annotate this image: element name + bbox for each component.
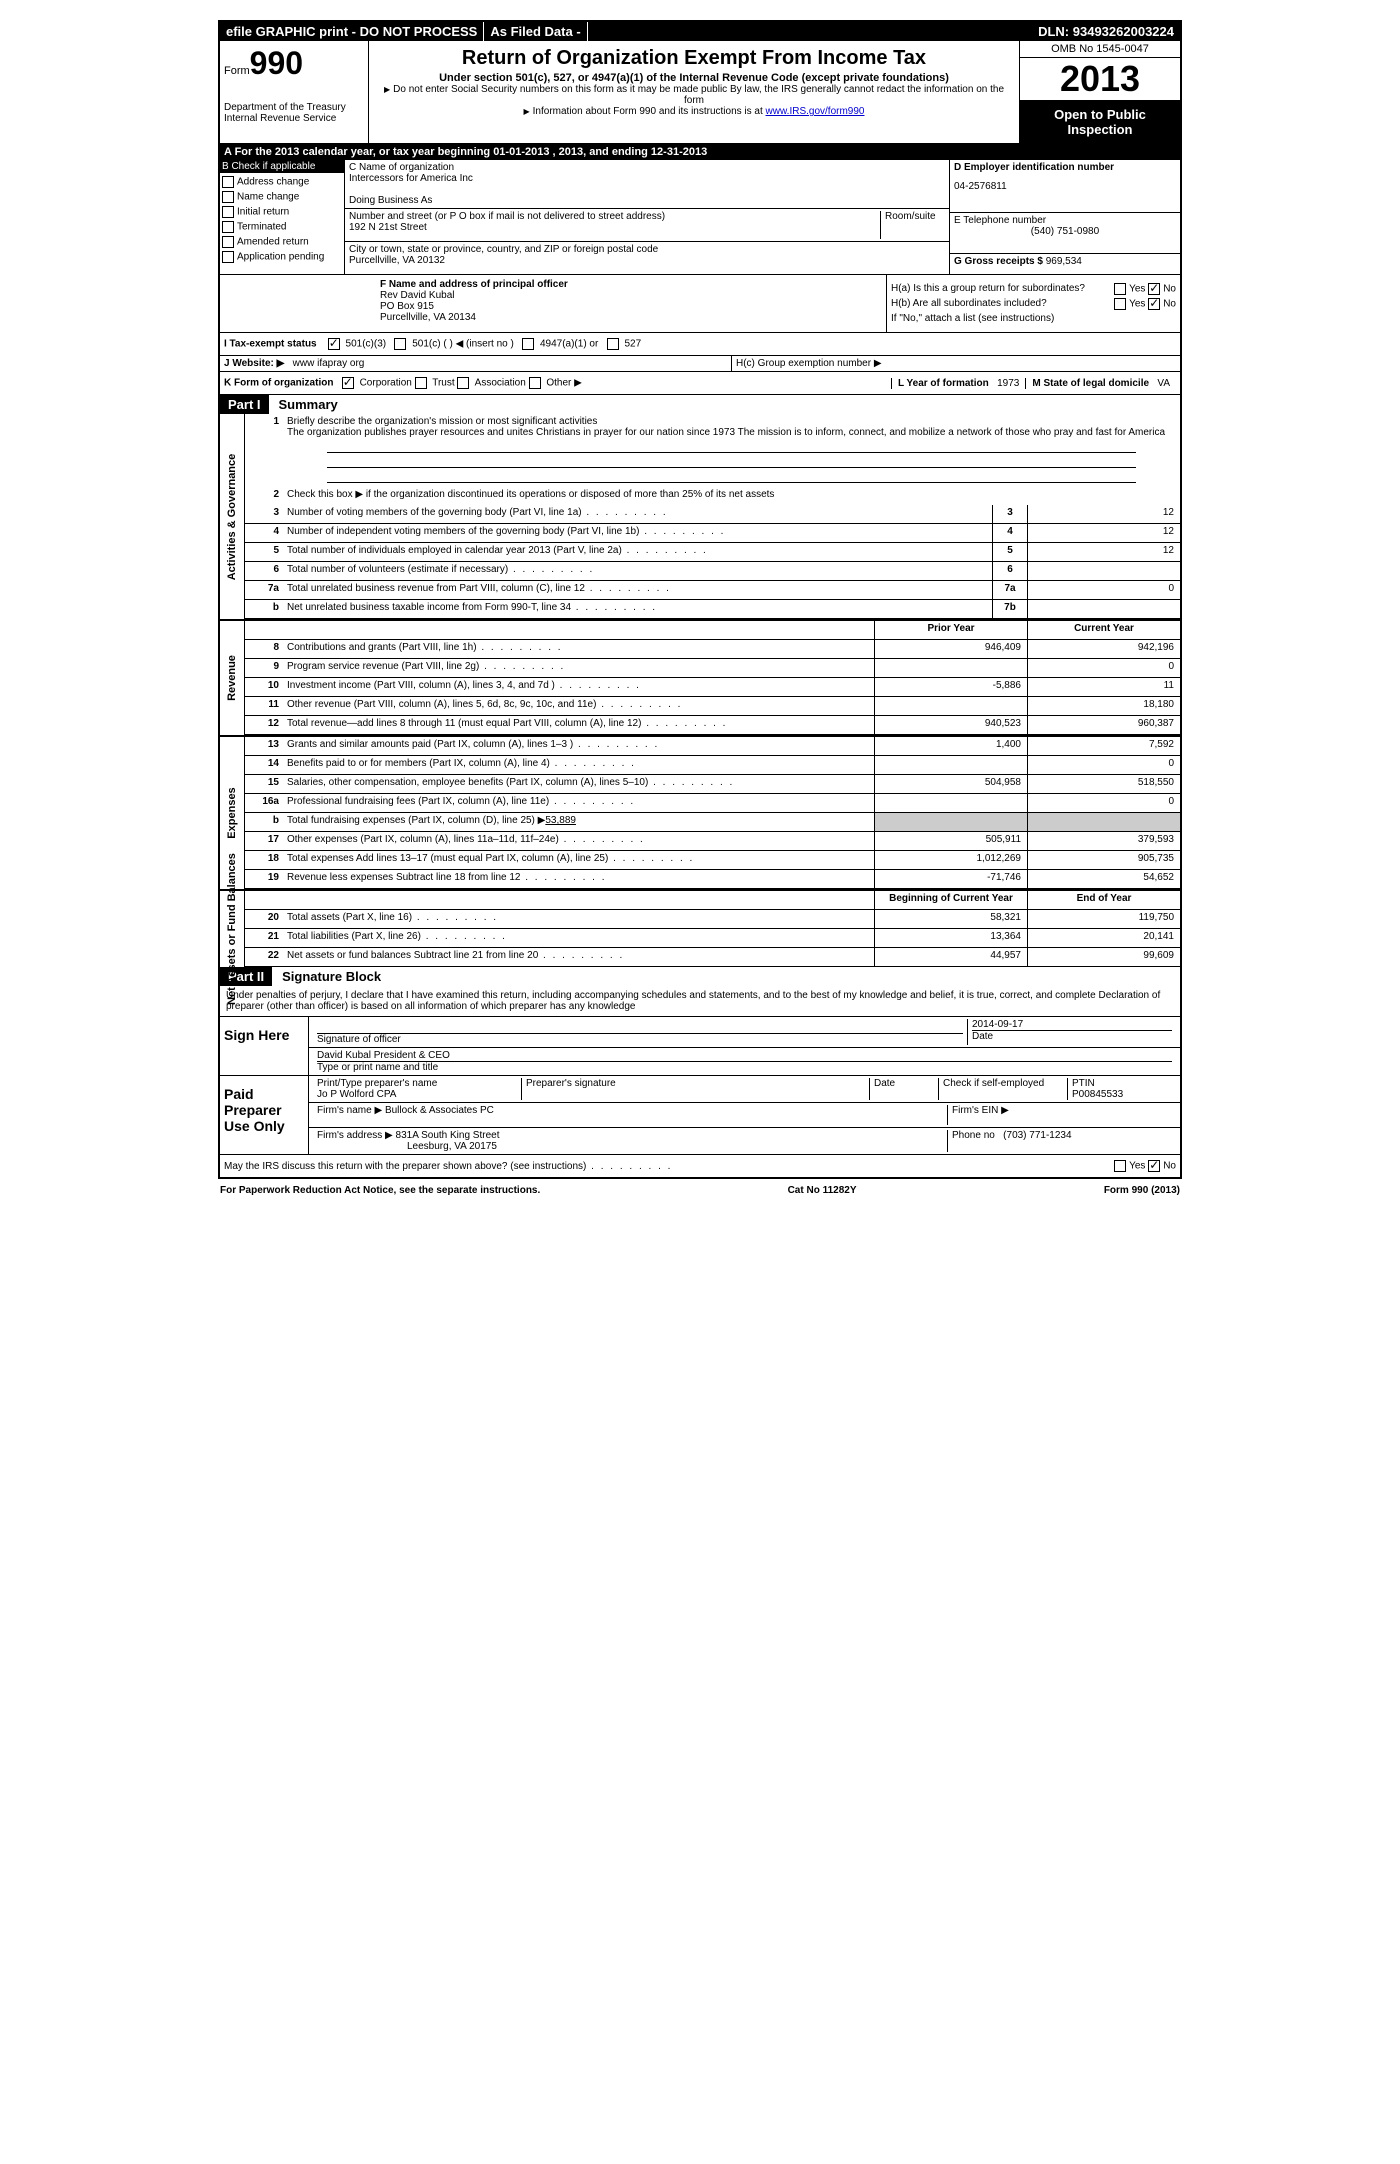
- revenue-row: 8Contributions and grants (Part VIII, li…: [245, 640, 1180, 659]
- page-footer: For Paperwork Reduction Act Notice, see …: [218, 1179, 1182, 1196]
- irs-link[interactable]: www.IRS.gov/form990: [766, 106, 865, 117]
- tax-year: 2013: [1020, 58, 1180, 101]
- paid-preparer-row: Paid Preparer Use Only Print/Type prepar…: [220, 1076, 1180, 1155]
- netasset-row: 22Net assets or fund balances Subtract l…: [245, 948, 1180, 967]
- gov-row: 6Total number of volunteers (estimate if…: [245, 562, 1180, 581]
- sign-here-row: Sign Here Signature of officer 2014-09-1…: [220, 1017, 1180, 1076]
- header-title-block: Return of Organization Exempt From Incom…: [369, 41, 1020, 143]
- omb-number: OMB No 1545-0047: [1020, 41, 1180, 58]
- chk-name-change: Name change: [222, 191, 342, 203]
- part2-header: Part II Signature Block: [220, 967, 1180, 986]
- revenue-row: 10Investment income (Part VIII, column (…: [245, 678, 1180, 697]
- ha-row: H(a) Is this a group return for subordin…: [891, 283, 1176, 294]
- expense-row: 13Grants and similar amounts paid (Part …: [245, 737, 1180, 756]
- addr-cell: Number and street (or P O box if mail is…: [345, 209, 949, 242]
- ein-cell: D Employer identification number 04-2576…: [950, 160, 1180, 213]
- chk-pending: Application pending: [222, 251, 342, 263]
- city-cell: City or town, state or province, country…: [345, 242, 949, 274]
- form-header: Form990 Department of the Treasury Inter…: [220, 41, 1180, 144]
- gov-row: 7aTotal unrelated business revenue from …: [245, 581, 1180, 600]
- org-name-cell: C Name of organization Intercessors for …: [345, 160, 949, 209]
- line-i: I Tax-exempt status 501(c)(3) 501(c) ( )…: [220, 333, 1180, 356]
- vtab-revenue: Revenue: [220, 621, 245, 735]
- netasset-row: 21Total liabilities (Part X, line 26)13,…: [245, 929, 1180, 948]
- chk-address-change: Address change: [222, 176, 342, 188]
- as-filed: As Filed Data -: [484, 22, 587, 41]
- form-title: Return of Organization Exempt From Incom…: [377, 47, 1011, 70]
- gross-cell: G Gross receipts $ 969,534: [950, 254, 1180, 269]
- expense-row: 16aProfessional fundraising fees (Part I…: [245, 794, 1180, 813]
- vtab-netassets: Net Assets or Fund Balances: [220, 891, 245, 967]
- signature-section: Under penalties of perjury, I declare th…: [220, 986, 1180, 1177]
- chk-amended: Amended return: [222, 236, 342, 248]
- header-right: OMB No 1545-0047 2013 Open to Public Ins…: [1020, 41, 1180, 143]
- col-h: H(a) Is this a group return for subordin…: [887, 275, 1180, 332]
- expense-row: 18Total expenses Add lines 13–17 (must e…: [245, 851, 1180, 870]
- topbar: efile GRAPHIC print - DO NOT PROCESS As …: [220, 22, 1180, 41]
- gov-row: 4Number of independent voting members of…: [245, 524, 1180, 543]
- gov-row: bNet unrelated business taxable income f…: [245, 600, 1180, 619]
- chk-initial-return: Initial return: [222, 206, 342, 218]
- expense-row: 14Benefits paid to or for members (Part …: [245, 756, 1180, 775]
- form-990-page: efile GRAPHIC print - DO NOT PROCESS As …: [218, 20, 1182, 1179]
- revenue-row: 9Program service revenue (Part VIII, lin…: [245, 659, 1180, 678]
- gov-row: 3Number of voting members of the governi…: [245, 505, 1180, 524]
- expense-row: 15Salaries, other compensation, employee…: [245, 775, 1180, 794]
- revenue-row: 11Other revenue (Part VIII, column (A), …: [245, 697, 1180, 716]
- perjury-declaration: Under penalties of perjury, I declare th…: [220, 986, 1180, 1017]
- section-bcd: B Check if applicable Address change Nam…: [220, 160, 1180, 275]
- line-k: K Form of organization Corporation Trust…: [220, 372, 1180, 395]
- hb-note: If "No," attach a list (see instructions…: [891, 313, 1176, 324]
- open-public: Open to Public Inspection: [1020, 101, 1180, 143]
- col-d: D Employer identification number 04-2576…: [950, 160, 1180, 274]
- mission-text: The organization publishes prayer resour…: [287, 427, 1165, 438]
- expense-row: 17Other expenses (Part IX, column (A), l…: [245, 832, 1180, 851]
- ssn-warning: Do not enter Social Security numbers on …: [377, 84, 1011, 106]
- part1-header: Part I Summary: [220, 395, 1180, 414]
- line-a: A For the 2013 calendar year, or tax yea…: [220, 144, 1180, 160]
- col-b: B Check if applicable Address change Nam…: [220, 160, 345, 274]
- revenue-section: Revenue Prior Year Current Year 8Contrib…: [220, 621, 1180, 735]
- hb-row: H(b) Are all subordinates included? Yes …: [891, 298, 1176, 309]
- expense-row: 19Revenue less expenses Subtract line 18…: [245, 870, 1180, 889]
- info-link-line: Information about Form 990 and its instr…: [377, 106, 1011, 117]
- form-subtitle: Under section 501(c), 527, or 4947(a)(1)…: [377, 72, 1011, 84]
- dln: DLN: 93493262003224: [1032, 22, 1180, 41]
- tel-cell: E Telephone number (540) 751-0980: [950, 213, 1180, 254]
- governance-section: Activities & Governance 1 Briefly descri…: [220, 414, 1180, 619]
- revenue-row: 12Total revenue—add lines 8 through 11 (…: [245, 716, 1180, 735]
- expense-row: bTotal fundraising expenses (Part IX, co…: [245, 813, 1180, 832]
- vtab-governance: Activities & Governance: [220, 414, 245, 619]
- efile-notice: efile GRAPHIC print - DO NOT PROCESS: [220, 22, 484, 41]
- irs-label: Internal Revenue Service: [224, 113, 364, 124]
- header-left: Form990 Department of the Treasury Inter…: [220, 41, 369, 143]
- netassets-section: Net Assets or Fund Balances Beginning of…: [220, 891, 1180, 967]
- gov-row: 5Total number of individuals employed in…: [245, 543, 1180, 562]
- col-b-header: B Check if applicable: [220, 160, 344, 173]
- officer-info: F Name and address of principal officer …: [220, 275, 887, 332]
- discuss-line: May the IRS discuss this return with the…: [220, 1155, 1180, 1177]
- expenses-section: Expenses 13Grants and similar amounts pa…: [220, 737, 1180, 889]
- col-c: C Name of organization Intercessors for …: [345, 160, 950, 274]
- hc-row: H(c) Group exemption number ▶: [732, 356, 1180, 371]
- line-j-hc: J Website: ▶ www ifapray org H(c) Group …: [220, 356, 1180, 372]
- dept-treasury: Department of the Treasury: [224, 102, 364, 113]
- chk-terminated: Terminated: [222, 221, 342, 233]
- officer-row: F Name and address of principal officer …: [220, 275, 1180, 333]
- netasset-row: 20Total assets (Part X, line 16)58,32111…: [245, 910, 1180, 929]
